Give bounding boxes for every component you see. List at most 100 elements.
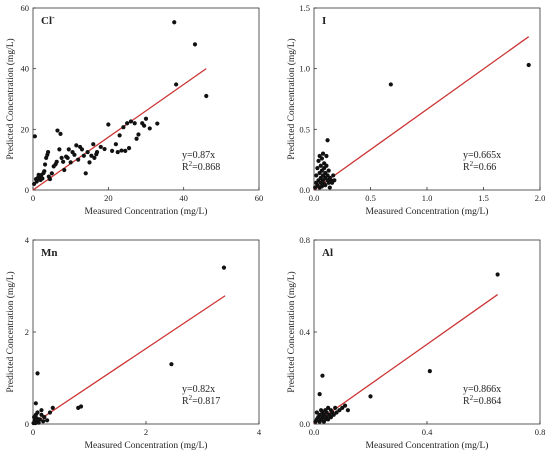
- data-point: [41, 419, 46, 424]
- y-tick-label: 0.0: [299, 185, 310, 195]
- x-axis-label: Measured Concentration (mg/L): [85, 206, 208, 217]
- data-point: [76, 157, 81, 162]
- data-point: [169, 362, 174, 367]
- data-point: [35, 410, 40, 415]
- data-point: [495, 272, 500, 277]
- data-point: [102, 146, 107, 152]
- data-point: [320, 373, 325, 378]
- r-squared-value: =0.66: [473, 162, 496, 173]
- data-point: [33, 401, 38, 406]
- data-point: [39, 412, 44, 417]
- x-axis-label: Measured Concentration (mg/L): [85, 440, 208, 451]
- fit-line: [313, 36, 530, 191]
- data-point: [55, 128, 60, 133]
- x-tick-label: 1.0: [422, 193, 433, 203]
- data-point: [40, 176, 45, 181]
- data-point: [42, 169, 47, 174]
- x-tick-label: 0: [31, 193, 35, 203]
- data-point: [324, 153, 329, 159]
- data-point: [324, 163, 329, 168]
- data-point: [83, 171, 88, 176]
- data-point: [32, 134, 37, 139]
- data-point: [89, 153, 94, 158]
- data-point: [328, 415, 334, 420]
- data-point: [113, 142, 118, 147]
- y-tick-label: 40: [21, 64, 30, 74]
- data-point: [125, 121, 130, 126]
- x-tick-label: 0: [31, 427, 35, 437]
- plot-frame: [313, 7, 541, 191]
- data-point: [326, 417, 331, 422]
- fit-equation: y=0.82x: [182, 384, 215, 395]
- data-point: [110, 148, 115, 153]
- r-squared-superscript: 2: [470, 160, 474, 168]
- data-point: [39, 408, 44, 413]
- fit-line: [313, 294, 498, 425]
- panel-title: Al: [322, 247, 333, 259]
- r-squared-superscript: 2: [470, 394, 474, 402]
- data-point: [332, 178, 337, 183]
- chart-panel-1: 0 20 40 60 0 20 40 60 Measured Concentration (mg…: [5, 3, 263, 217]
- x-axis-label: Measured Concentration (mg/L): [366, 440, 489, 451]
- data-point: [337, 408, 342, 413]
- y-tick-label: 1.5: [299, 3, 310, 13]
- data-point: [119, 148, 124, 153]
- data-point: [62, 167, 67, 173]
- x-tick-label: 40: [179, 193, 188, 203]
- data-point: [92, 155, 97, 160]
- data-point: [333, 405, 338, 410]
- y-tick-label: 20: [21, 124, 30, 134]
- data-point: [345, 408, 350, 413]
- data-point: [34, 179, 39, 184]
- data-point: [57, 147, 62, 152]
- y-tick-label: 1.0: [299, 64, 310, 74]
- y-axis-label: Predicted Concentration (mg/L): [5, 271, 16, 392]
- y-tick-label: 0: [25, 419, 29, 429]
- data-point: [143, 116, 149, 121]
- data-point: [61, 159, 66, 164]
- r-squared-value: =0.868: [192, 162, 220, 173]
- data-point: [317, 392, 322, 397]
- data-point: [155, 121, 160, 126]
- panel-title: I: [322, 15, 326, 27]
- data-point: [320, 151, 326, 156]
- data-point: [134, 136, 139, 141]
- r-squared-symbol: R: [182, 396, 189, 407]
- data-point: [123, 148, 128, 153]
- r-squared-symbol: R: [463, 396, 470, 407]
- data-point: [126, 146, 132, 151]
- data-point: [526, 62, 531, 68]
- x-tick-label: 2.0: [535, 193, 546, 203]
- x-tick-label: 0.8: [535, 427, 546, 437]
- data-point: [174, 82, 179, 87]
- x-tick-label: 20: [104, 193, 113, 203]
- r-squared-symbol: R: [182, 162, 189, 173]
- data-point: [221, 265, 227, 270]
- data-point: [36, 420, 41, 425]
- data-point: [121, 125, 126, 130]
- data-point: [42, 162, 48, 167]
- r-squared-symbol: R: [463, 162, 470, 173]
- r-squared-superscript: 2: [189, 160, 193, 168]
- y-tick-label: 0.8: [299, 235, 310, 245]
- fit-equation: y=0.87x: [182, 150, 215, 161]
- data-point: [91, 142, 96, 147]
- r-squared: R2=0.817: [182, 394, 220, 407]
- data-point: [54, 159, 59, 164]
- data-point: [79, 147, 85, 152]
- x-tick-label: 0.0: [309, 427, 320, 437]
- chart-panel-4: 0.0 0.4 0.8 0.0 0.4 0.8 Measured Concentration…: [286, 235, 545, 451]
- r-squared-value: =0.864: [473, 396, 501, 407]
- data-point: [85, 149, 90, 155]
- x-tick-label: 4: [257, 427, 262, 437]
- data-point: [68, 160, 73, 165]
- y-axis-label: Predicted Concentration (mg/L): [286, 271, 297, 392]
- y-tick-label: 0.5: [299, 124, 310, 134]
- plot-frame: [32, 7, 260, 191]
- data-point: [106, 122, 111, 127]
- data-point: [45, 149, 51, 155]
- panel-title-superscript: -: [52, 13, 55, 22]
- data-point: [427, 369, 432, 374]
- y-tick-label: 0: [25, 185, 29, 195]
- data-point: [388, 82, 393, 87]
